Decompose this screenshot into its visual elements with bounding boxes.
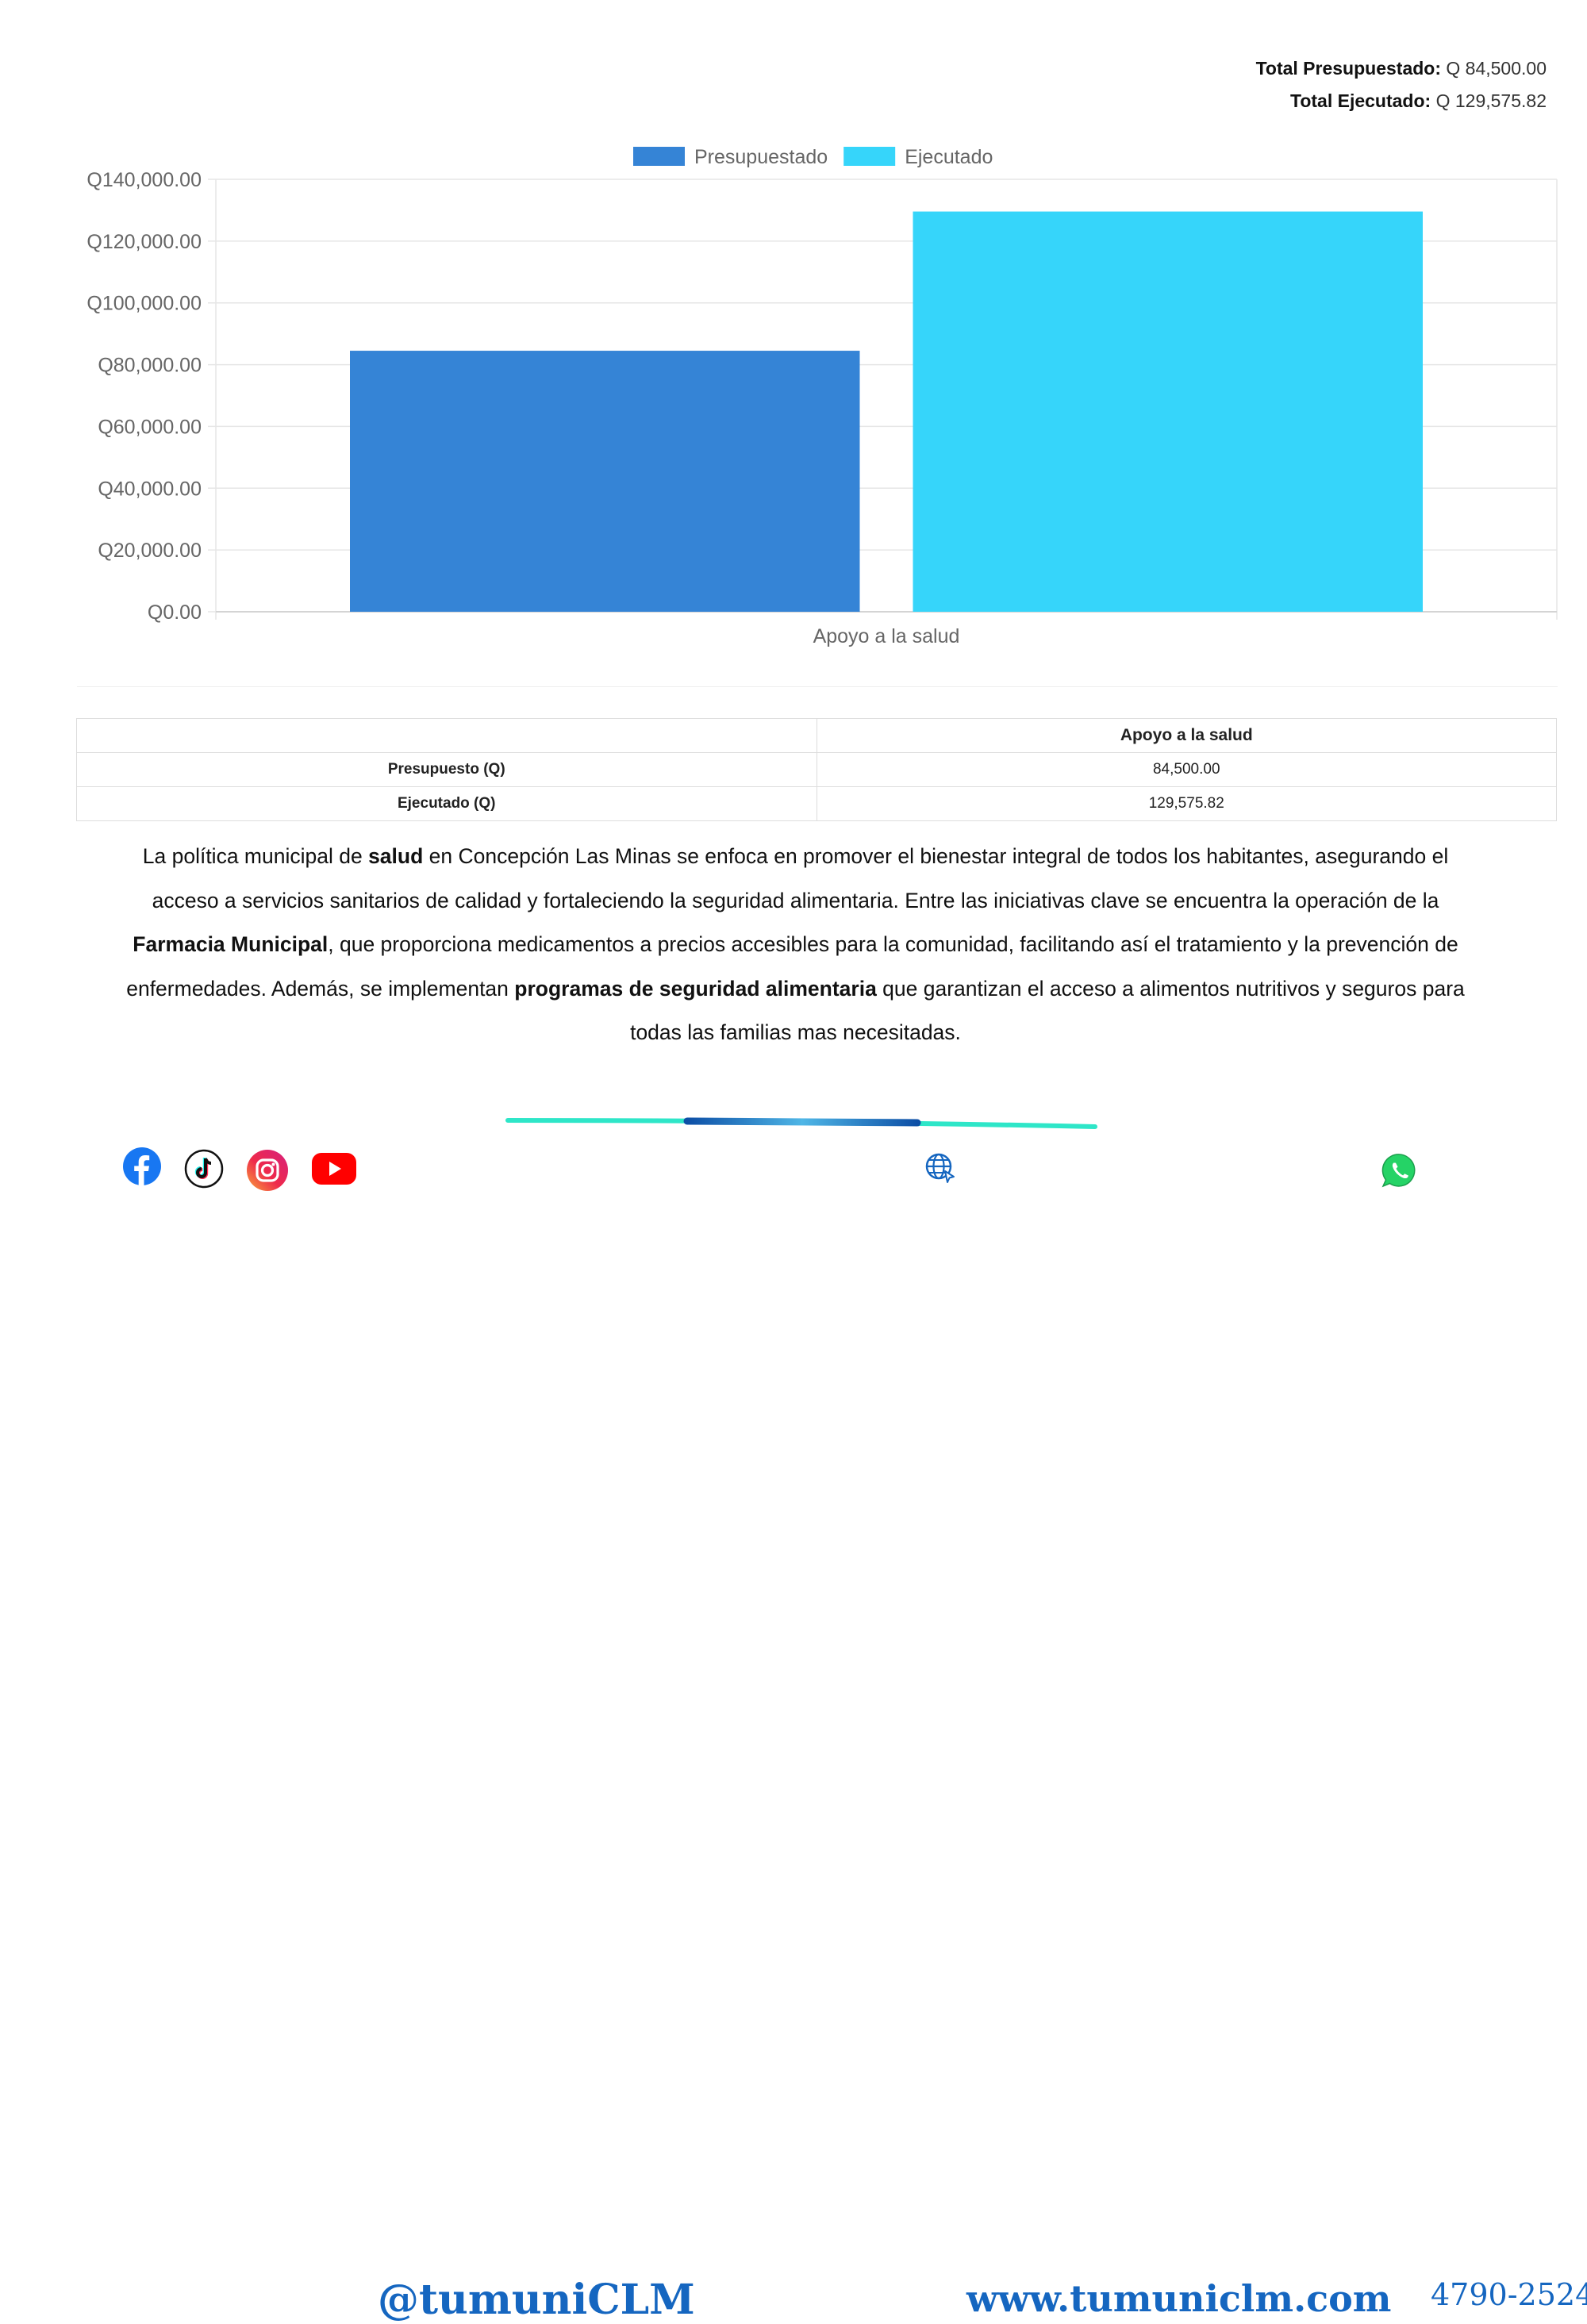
x-tick-label: Apoyo a la salud	[813, 625, 960, 647]
bar-chart: Q0.00 Q20,000.00 Q40,000.00 Q60,000.00 Q80,0…	[86, 146, 1558, 647]
description-text: en Concepción Las Minas se enfoca en pro…	[152, 844, 1449, 912]
facebook-icon[interactable]	[122, 1147, 162, 1186]
total-executed: Total Ejecutado: Q 129,575.82	[1256, 85, 1547, 117]
website-link[interactable]: www.tumuniclm.com	[966, 2277, 1392, 2320]
table-row-label: Ejecutado (Q)	[76, 786, 817, 821]
y-tick-label: Q100,000.00	[86, 293, 202, 315]
chart-bars	[350, 211, 1424, 612]
bar-presupuestado[interactable]	[350, 351, 860, 612]
footer-accent-line	[505, 1117, 1097, 1129]
table-row-value: 84,500.00	[816, 752, 1557, 787]
y-tick-label: Q0.00	[148, 601, 202, 624]
whatsapp-icon[interactable]	[1381, 1152, 1419, 1190]
legend-label[interactable]: Ejecutado	[905, 146, 993, 168]
table-header-empty	[76, 718, 817, 753]
chart-legend: Presupuestado Ejecutado	[633, 146, 993, 168]
total-budget-label: Total Presupuestado:	[1255, 58, 1441, 79]
youtube-icon[interactable]	[311, 1152, 357, 1185]
tiktok-icon[interactable]	[184, 1149, 224, 1189]
footer: @tumuniCLM www.tumuniclm.com 4790-2524	[0, 1135, 1587, 2324]
data-table: Apoyo a la salud Presupuesto (Q) 84,500.…	[76, 718, 1557, 821]
description-text: que garantizan el acceso a alimentos nut…	[630, 976, 1465, 1045]
description-text: , que proporciona medicamentos a precios…	[126, 932, 1458, 1001]
table-row: Presupuesto (Q) 84,500.00	[76, 752, 1557, 787]
y-tick-label: Q80,000.00	[98, 355, 202, 377]
total-budget: Total Presupuestado: Q 84,500.00	[1256, 52, 1547, 85]
total-budget-value: Q 84,500.00	[1446, 58, 1547, 79]
description-bold: Farmacia Municipal	[133, 932, 329, 956]
x-axis-labels: Apoyo a la salud	[813, 625, 960, 647]
totals-box: Total Presupuestado: Q 84,500.00 Total E…	[1256, 52, 1547, 117]
total-executed-value: Q 129,575.82	[1435, 90, 1547, 111]
instagram-icon[interactable]	[247, 1150, 288, 1191]
social-handle[interactable]: @tumuniCLM	[378, 2276, 695, 2324]
description-paragraph: La política municipal de salud en Concep…	[115, 835, 1476, 1055]
legend-swatch	[843, 147, 896, 166]
total-executed-label: Total Ejecutado:	[1290, 90, 1431, 111]
description-bold: salud	[368, 844, 424, 868]
table-row-label: Presupuesto (Q)	[76, 752, 817, 787]
y-tick-label: Q140,000.00	[86, 169, 202, 191]
bar-ejecutado[interactable]	[913, 211, 1424, 612]
phone-number[interactable]: 4790-2524	[1431, 2277, 1587, 2312]
y-axis-ticks: Q0.00 Q20,000.00 Q40,000.00 Q60,000.00 Q80,0…	[86, 169, 202, 624]
table-header-category: Apoyo a la salud	[816, 718, 1557, 753]
legend-label[interactable]: Presupuestado	[694, 146, 828, 168]
globe-icon[interactable]	[924, 1152, 956, 1184]
table-row: Ejecutado (Q) 129,575.82	[76, 786, 1557, 821]
y-tick-label: Q20,000.00	[98, 540, 202, 562]
table-row-value: 129,575.82	[816, 786, 1557, 821]
y-tick-label: Q120,000.00	[86, 231, 202, 253]
description-bold: programas de seguridad alimentaria	[514, 976, 877, 1001]
y-tick-label: Q60,000.00	[98, 416, 202, 438]
legend-swatch	[633, 147, 685, 166]
divider	[77, 686, 1558, 687]
table-header-row: Apoyo a la salud	[76, 718, 1557, 753]
description-text: La política municipal de	[142, 844, 369, 868]
y-tick-label: Q40,000.00	[98, 478, 202, 500]
